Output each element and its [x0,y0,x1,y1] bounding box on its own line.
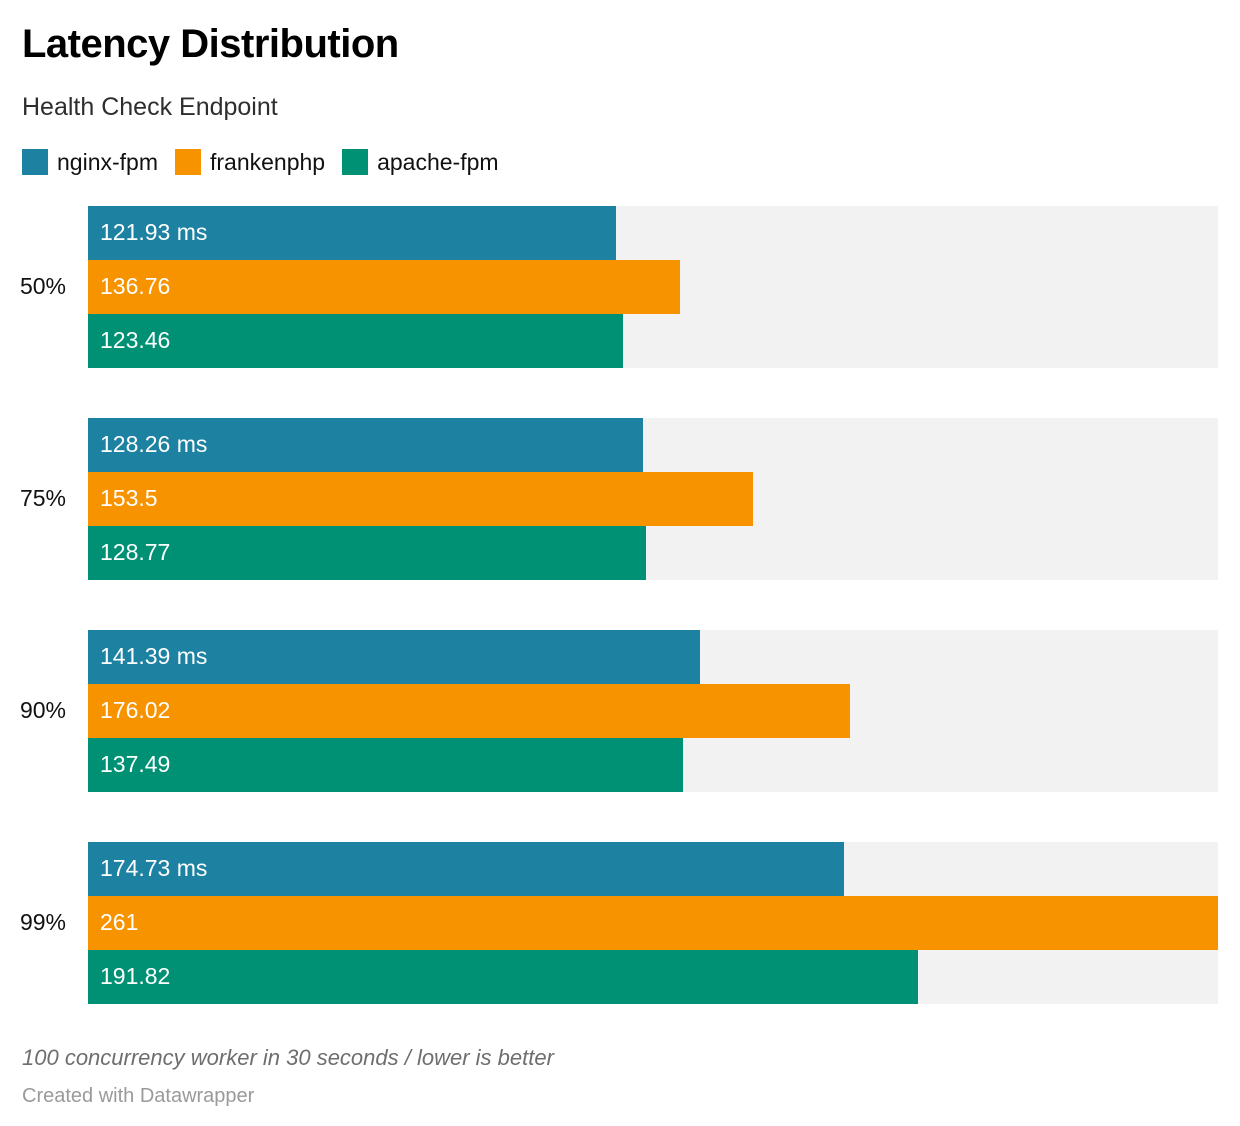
bar-nginx-fpm: 121.93 ms [88,205,616,260]
legend-item-nginx-fpm: nginx-fpm [22,149,158,176]
bar-group-90%: 90% 141.39 ms 176.02 137.49 [19,629,1218,792]
chart-note: 100 concurrency worker in 30 seconds / l… [22,1044,554,1070]
chart-subtitle: Health Check Endpoint [22,93,278,121]
bar-apache-fpm: 128.77 [88,525,646,580]
legend-item-apache-fpm: apache-fpm [342,148,499,176]
bar-group-75%: 75% 128.26 ms 153.5 128.77 [19,417,1218,580]
bar-value-label: 174.73 ms [100,855,208,882]
bar-apache-fpm: 123.46 [88,313,623,368]
bar-group-99%: 99% 174.73 ms 261 191.82 [19,841,1218,1004]
bar-value-label: 121.93 ms [100,219,208,246]
bar-value-label: 137.49 [100,751,171,778]
bar-value-label: 123.46 [100,327,171,354]
legend-swatch-icon [22,149,48,176]
category-label: 75% [19,485,66,512]
bar-nginx-fpm: 141.39 ms [88,629,701,684]
bar-frankenphp: 261 [88,895,1218,950]
bar-group-50%: 50% 121.93 ms 136.76 123.46 [19,205,1218,368]
bar-value-label: 153.5 [100,485,158,512]
bar-frankenphp: 176.02 [88,683,851,738]
bar-value-label: 128.77 [100,539,171,566]
bar-apache-fpm: 137.49 [88,737,684,792]
legend-label: apache-fpm [377,148,499,175]
category-label: 99% [19,909,66,936]
legend-label: nginx-fpm [57,148,158,175]
bar-track: 128.26 ms 153.5 128.77 [88,417,1218,580]
legend-swatch-icon [342,149,369,176]
legend: nginx-fpm frankenphp apache-fpm [22,149,1218,176]
bar-frankenphp: 136.76 [88,259,681,314]
bar-value-label: 176.02 [100,697,171,724]
bar-nginx-fpm: 128.26 ms [88,417,644,472]
category-label: 90% [19,697,66,724]
page-title: Latency Distribution [22,22,399,66]
bar-value-label: 191.82 [100,963,171,990]
bar-track: 121.93 ms 136.76 123.46 [88,205,1218,368]
bar-apache-fpm: 191.82 [88,949,919,1004]
bar-value-label: 261 [100,909,139,936]
bar-chart: 50% 121.93 ms 136.76 123.46 75% 128.26 ms 153.… [19,205,1218,1004]
bar-value-label: 128.26 ms [100,431,208,458]
bar-frankenphp: 153.5 [88,471,753,526]
category-label: 50% [19,273,66,300]
legend-item-frankenphp: frankenphp [174,148,326,176]
legend-label: frankenphp [209,148,326,175]
bar-value-label: 136.76 [100,273,171,300]
datawrapper-attribution: Created with Datawrapper [22,1084,255,1107]
bar-nginx-fpm: 174.73 ms [88,841,845,896]
legend-swatch-icon [174,149,201,176]
bar-track: 174.73 ms 261 191.82 [88,841,1218,1004]
bar-value-label: 141.39 ms [100,643,208,670]
bar-track: 141.39 ms 176.02 137.49 [88,629,1218,792]
